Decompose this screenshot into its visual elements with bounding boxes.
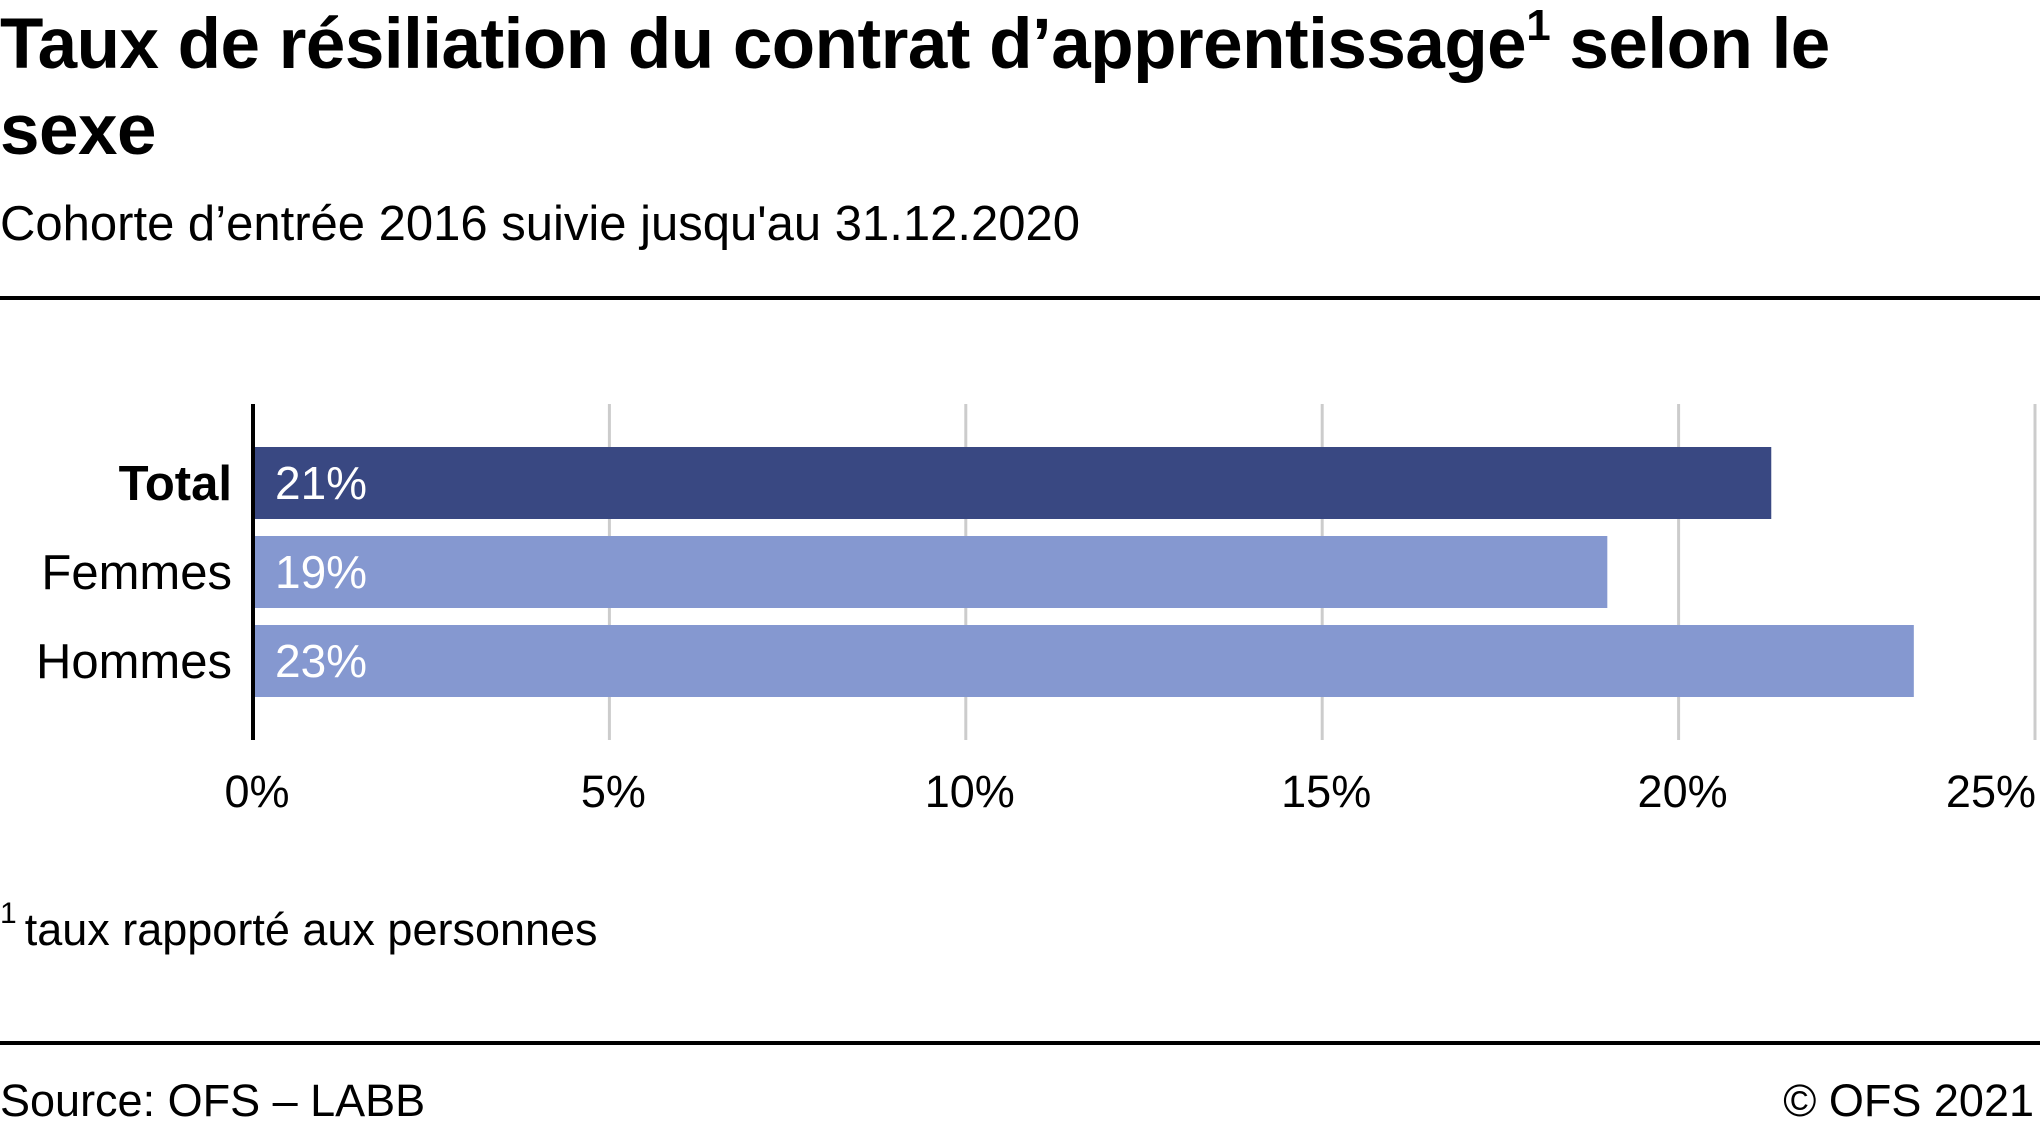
footnote: 1 taux rapporté aux personnes [0, 897, 598, 960]
chart-title-rest: selon le sexe [0, 5, 1830, 170]
x-tick-label: 0% [224, 766, 289, 817]
x-tick-label: 15% [1281, 766, 1371, 817]
copyright-text: © OFS 2021 [1783, 1075, 2034, 1126]
category-label: Total [119, 457, 232, 511]
title-footnote-marker: 1 [1526, 1, 1551, 50]
bar-hommes [253, 625, 1914, 697]
x-tick-label: 5% [581, 766, 646, 817]
category-label: Femmes [41, 546, 232, 600]
bar-value-label: 21% [275, 457, 367, 509]
chart-title: Taux de résiliation du contrat d’apprent… [0, 2, 1880, 174]
bar-value-label: 23% [275, 635, 367, 687]
bar-value-label: 19% [275, 546, 367, 598]
footnote-text: taux rapporté aux personnes [24, 904, 598, 955]
footnote-marker: 1 [0, 897, 17, 930]
footer-divider [0, 1041, 2040, 1045]
header-divider [0, 296, 2040, 300]
source-text: Source: OFS – LABB [0, 1075, 426, 1126]
bar-total [253, 447, 1772, 519]
category-label: Hommes [36, 635, 232, 689]
chart-subtitle: Cohorte d’entrée 2016 suivie jusqu'au 31… [0, 197, 1080, 251]
bar-femmes [253, 536, 1608, 608]
x-tick-label: 10% [925, 766, 1015, 817]
bar-chart: 21% Total 19% Femmes 23% Hommes 0% 5% 10% 15% 20% 2… [36, 404, 2037, 817]
x-tick-label: 20% [1638, 766, 1728, 817]
chart-title-text: Taux de résiliation du contrat d’apprent… [0, 5, 1527, 84]
x-tick-label: 25% [1946, 766, 2036, 817]
